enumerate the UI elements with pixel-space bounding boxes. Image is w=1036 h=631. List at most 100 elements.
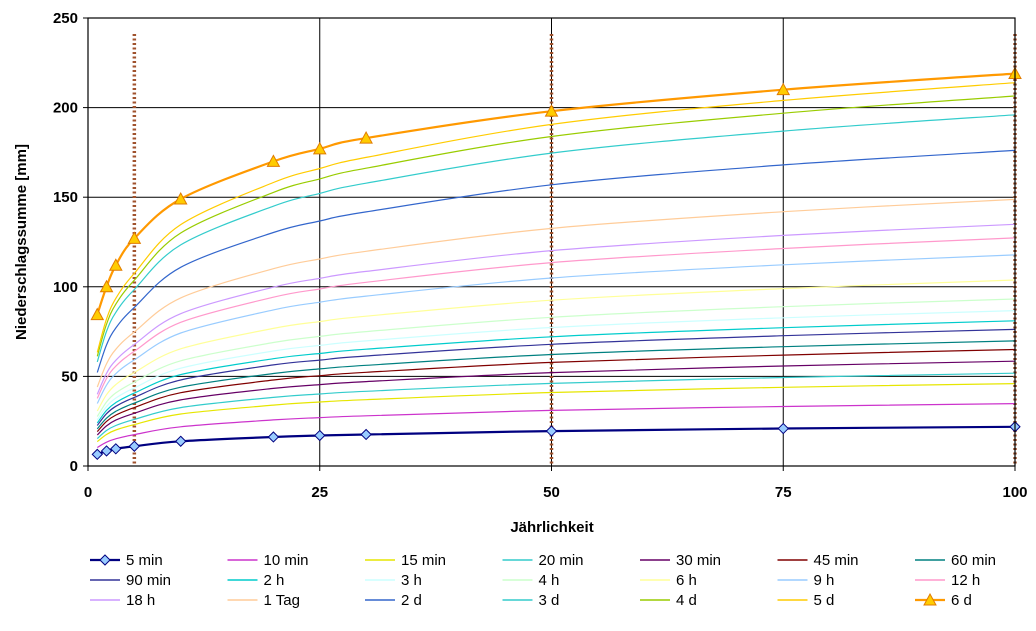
plot-frame bbox=[87, 17, 1016, 467]
series-12-h bbox=[96, 237, 1016, 399]
series-15-min bbox=[96, 383, 1016, 443]
data-point bbox=[312, 141, 327, 155]
data-point bbox=[173, 191, 188, 205]
series-4-d bbox=[96, 95, 1016, 357]
data-point bbox=[174, 435, 187, 447]
series-4-h bbox=[96, 298, 1016, 417]
data-point bbox=[359, 131, 373, 144]
y-tick-label: 50 bbox=[61, 368, 78, 385]
legend-label: 6 h bbox=[676, 572, 697, 589]
legend-item: 5 min bbox=[90, 552, 163, 569]
x-tick-label: 50 bbox=[543, 484, 560, 501]
legend-label: 5 d bbox=[814, 592, 835, 609]
y-tick-label: 0 bbox=[70, 458, 78, 475]
x-tick-label: 100 bbox=[1002, 484, 1027, 501]
legend-label: 90 min bbox=[126, 572, 171, 589]
series-line bbox=[96, 372, 1016, 440]
series-line bbox=[96, 403, 1016, 449]
x-axis-title: Jährlichkeit bbox=[510, 519, 593, 536]
series-6-h bbox=[96, 279, 1016, 412]
legend-item: 6 h bbox=[640, 572, 697, 589]
data-point bbox=[314, 429, 326, 442]
legend-label: 4 d bbox=[676, 592, 697, 609]
data-point bbox=[91, 448, 103, 461]
data-point bbox=[266, 154, 281, 167]
series-90-min bbox=[96, 328, 1016, 426]
x-tick-label: 75 bbox=[775, 484, 792, 501]
series-10-min bbox=[96, 403, 1016, 449]
legend-label: 18 h bbox=[126, 592, 155, 609]
legend-item: 3 d bbox=[502, 592, 560, 609]
series-3-d bbox=[96, 114, 1016, 363]
legend-item: 15 min bbox=[365, 552, 446, 569]
legend-label: 3 h bbox=[401, 572, 422, 589]
series-1-tag bbox=[96, 198, 1016, 388]
series-line bbox=[96, 328, 1016, 426]
legend-label: 3 d bbox=[539, 592, 560, 609]
legend-item: 20 min bbox=[502, 552, 584, 569]
legend-label: 4 h bbox=[539, 572, 560, 589]
y-tick-label: 250 bbox=[53, 10, 78, 27]
legend-label: 1 Tag bbox=[264, 592, 300, 609]
data-point bbox=[127, 231, 142, 244]
series-2-h bbox=[96, 320, 1016, 424]
series-60-min bbox=[96, 340, 1016, 430]
legend-label: 15 min bbox=[401, 552, 446, 569]
legend-label: 30 min bbox=[676, 552, 721, 569]
data-point bbox=[128, 440, 141, 452]
legend-label: 2 d bbox=[401, 592, 422, 609]
legend-label: 5 min bbox=[126, 552, 163, 569]
y-tick-label: 200 bbox=[53, 100, 78, 117]
legend-item: 1 Tag bbox=[227, 592, 300, 609]
series-line bbox=[96, 223, 1016, 395]
series-2-d bbox=[96, 149, 1016, 373]
series-line bbox=[96, 279, 1016, 412]
series-line bbox=[96, 383, 1016, 443]
legend-marker bbox=[923, 592, 937, 606]
series-line bbox=[96, 320, 1016, 424]
series-20-min bbox=[96, 372, 1016, 440]
legend-item: 5 d bbox=[777, 592, 835, 609]
y-tick-label: 100 bbox=[53, 279, 78, 296]
series-line bbox=[96, 149, 1016, 373]
series-18-h bbox=[96, 223, 1016, 395]
data-point bbox=[99, 279, 114, 293]
x-tick-label: 0 bbox=[84, 484, 92, 501]
data-point bbox=[100, 445, 113, 457]
legend-item: 30 min bbox=[640, 552, 721, 569]
axis-layer: 0 50 100 150 200 250 0 25 50 75 100 bbox=[53, 10, 1028, 501]
data-point bbox=[777, 422, 789, 435]
series-layer bbox=[90, 66, 1022, 461]
legend-item: 18 h bbox=[90, 592, 155, 609]
series-line bbox=[96, 114, 1016, 363]
series-30-min bbox=[96, 360, 1016, 436]
series-line bbox=[96, 82, 1016, 353]
series-line bbox=[96, 95, 1016, 357]
legend-item: 4 h bbox=[502, 572, 560, 589]
data-point bbox=[108, 258, 123, 271]
legend-label: 12 h bbox=[951, 572, 980, 589]
legend-item: 2 h bbox=[227, 572, 284, 589]
data-point bbox=[267, 431, 280, 443]
series-45-min bbox=[96, 348, 1016, 432]
series-line bbox=[96, 360, 1016, 436]
data-point bbox=[544, 104, 559, 117]
data-point bbox=[360, 428, 372, 441]
legend-item: 4 d bbox=[640, 592, 697, 609]
legend-label: 9 h bbox=[814, 572, 835, 589]
series-5-min bbox=[91, 421, 1021, 461]
legend-item: 10 min bbox=[227, 552, 309, 569]
legend-item: 6 d bbox=[915, 592, 972, 609]
y-tick-label: 150 bbox=[53, 189, 78, 206]
legend-item: 3 h bbox=[365, 572, 422, 589]
y-axis-title: Niederschlagssumme [mm] bbox=[13, 144, 30, 340]
legend-item: 45 min bbox=[777, 552, 859, 569]
series-line bbox=[96, 310, 1016, 421]
legend-item: 90 min bbox=[90, 572, 171, 589]
legend-item: 2 d bbox=[365, 592, 422, 609]
series-line bbox=[96, 254, 1016, 404]
series-9-h bbox=[96, 254, 1016, 404]
x-tick-label: 25 bbox=[311, 484, 328, 501]
